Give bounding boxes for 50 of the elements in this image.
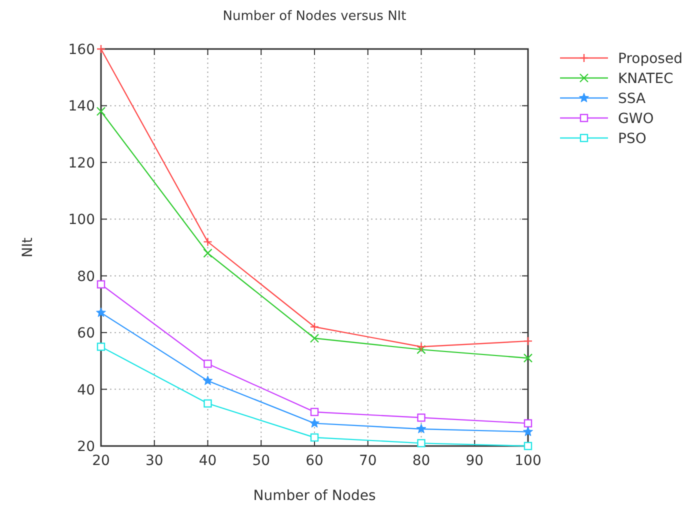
point: [416, 342, 426, 352]
y-tick-label: 20: [77, 439, 95, 455]
y-tick-label: 40: [77, 382, 95, 398]
point: [522, 426, 534, 436]
legend-label: Proposed: [618, 51, 682, 67]
x-tick-label: 40: [198, 453, 217, 469]
y-tick-label: 140: [68, 98, 95, 115]
x-tick-label: 50: [252, 453, 270, 469]
point: [310, 322, 320, 332]
point: [204, 399, 212, 408]
point: [417, 439, 426, 448]
legend-label: SSA: [618, 91, 646, 107]
y-tick-label: 120: [68, 155, 95, 172]
x-axis-title: Number of Nodes: [253, 488, 376, 504]
y-tick-label: 160: [68, 42, 95, 58]
y-axis-title: NIt: [20, 236, 36, 258]
point: [96, 44, 106, 54]
y-tick-label: 60: [77, 326, 95, 342]
point: [96, 342, 106, 351]
chart-title: Number of Nodes versus NIt: [222, 9, 406, 24]
x-tick-label: 80: [412, 453, 430, 469]
x-tick-label: 30: [145, 453, 164, 469]
x-tick-label: 70: [358, 453, 377, 469]
point: [416, 424, 426, 434]
legend-label: KNATEC: [618, 71, 674, 87]
legend-label: PSO: [618, 131, 646, 147]
legend-label: GWO: [618, 111, 654, 127]
y-tick-label: 80: [77, 268, 95, 285]
x-tick-label: 100: [514, 453, 542, 469]
point: [309, 418, 320, 428]
point: [96, 106, 106, 116]
x-tick-label: 20: [92, 453, 110, 469]
point: [202, 376, 213, 386]
point: [310, 408, 319, 416]
point: [203, 237, 212, 246]
y-tick-label: 100: [68, 212, 95, 228]
point: [523, 336, 533, 346]
point: [204, 360, 212, 368]
x-tick-label: 60: [306, 453, 324, 469]
point: [96, 307, 106, 318]
point: [416, 344, 426, 354]
point: [523, 353, 533, 363]
point: [524, 442, 532, 450]
point: [524, 419, 532, 428]
point: [417, 414, 426, 422]
x-tick-label: 90: [466, 453, 484, 469]
point: [310, 433, 319, 442]
point: [310, 334, 320, 343]
point: [96, 280, 106, 288]
point: [203, 248, 212, 258]
